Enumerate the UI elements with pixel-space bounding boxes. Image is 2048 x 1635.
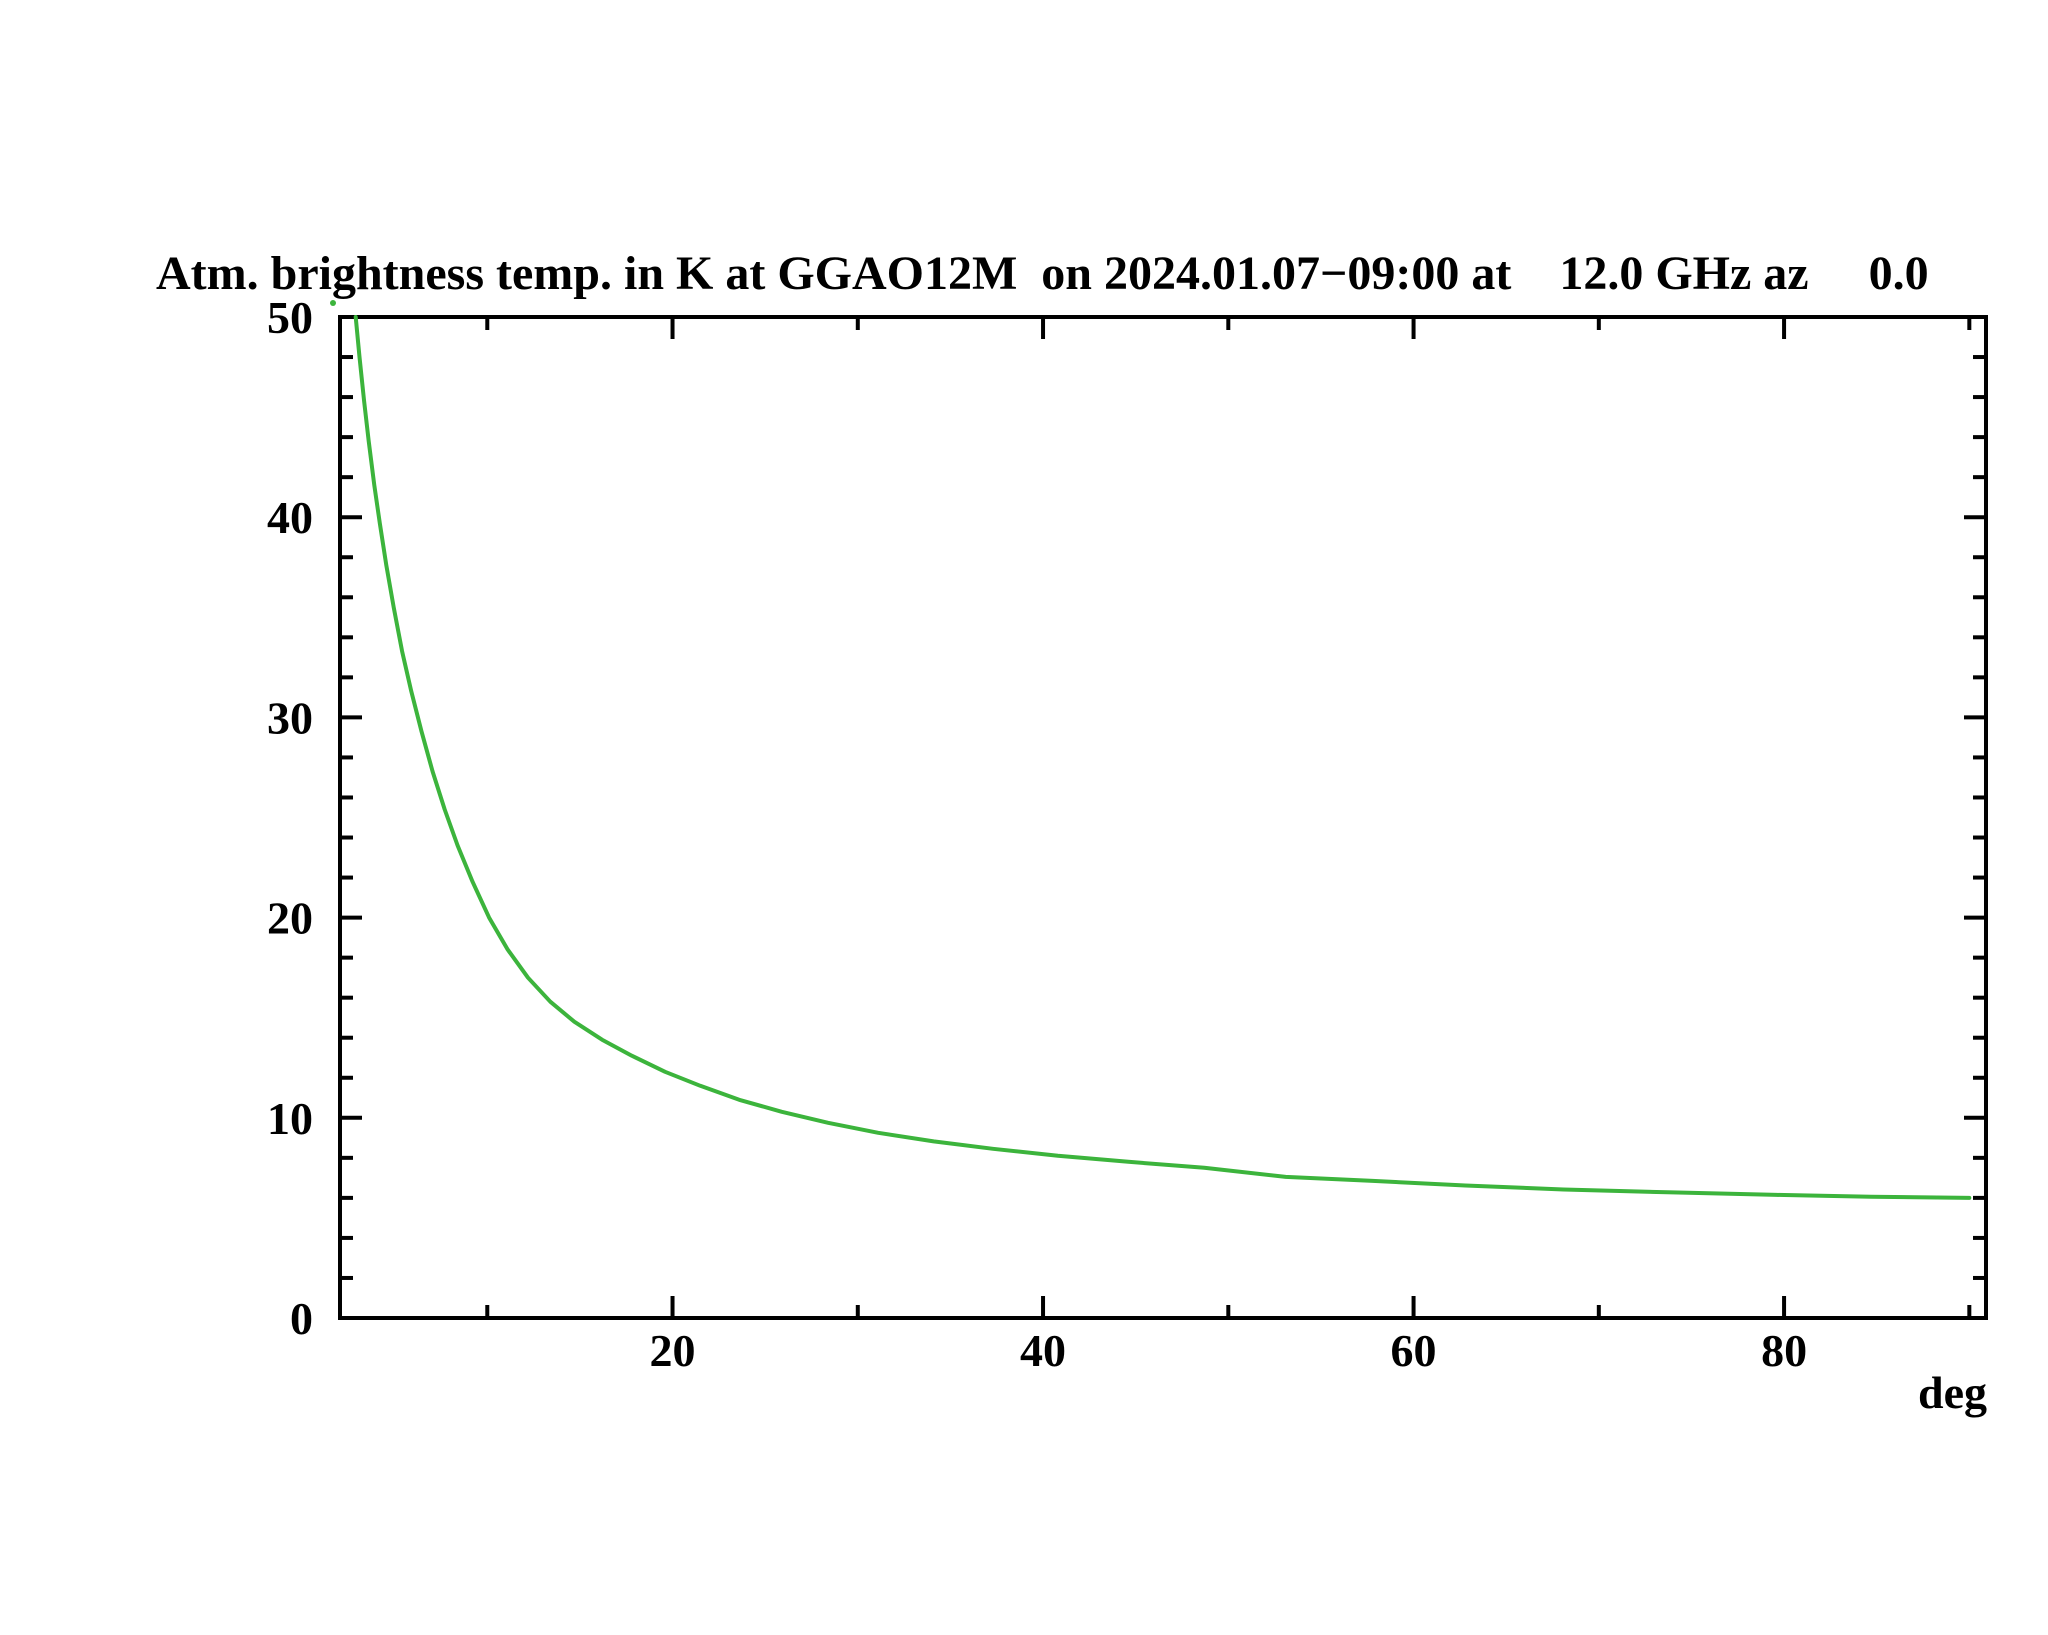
x-tick-label: 20 [650, 1325, 696, 1376]
chart-title: Atm. brightness temp. in K at GGAO12M on… [156, 247, 1929, 300]
y-tick-label: 20 [267, 893, 313, 944]
plot-frame [338, 315, 1988, 1320]
y-tick-label: 0 [290, 1293, 313, 1344]
x-tick-label: 40 [1020, 1325, 1066, 1376]
x-tick-label: 60 [1391, 1325, 1437, 1376]
brightness-temp-curve [353, 315, 1972, 1200]
y-tick-label: 30 [267, 692, 313, 743]
x-tick-label: 80 [1761, 1325, 1807, 1376]
y-tick-label: 10 [267, 1093, 313, 1144]
y-tick-label: 50 [267, 292, 313, 343]
y-tick-label: 40 [267, 492, 313, 543]
x-axis-unit-label: deg [1918, 1367, 1987, 1418]
axes: 20 40 60 80 0 10 20 30 40 50 [267, 292, 1988, 1376]
data-curve-layer [330, 300, 1972, 1200]
stray-curve-dot [330, 300, 336, 306]
